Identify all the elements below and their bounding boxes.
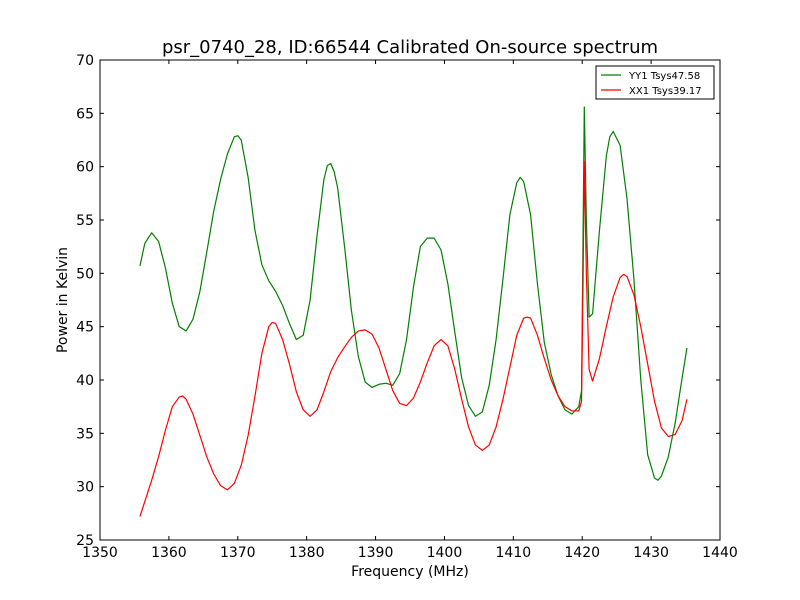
x-axis-label: Frequency (MHz) (351, 564, 469, 580)
x-tick-label: 1350 (82, 545, 118, 561)
y-axis-label: Power in Kelvin (55, 247, 71, 353)
ticks-layer: 1350 1360 1370 1380 1390 1400 1410 1420 1430 1440… (76, 53, 738, 561)
legend-box (595, 65, 715, 100)
x-tick-label: 1360 (151, 545, 187, 561)
y-tick-label: 30 (76, 480, 94, 496)
x-tick-label: 1380 (289, 545, 325, 561)
y-tick-label: 40 (76, 373, 94, 389)
legend: YY1 Tsys47.58 XX1 Tsys39.17 (595, 65, 715, 100)
legend-label-xx1: XX1 Tsys39.17 (629, 86, 702, 97)
plot-frame (99, 59, 721, 541)
x-tick-label: 1390 (358, 545, 394, 561)
y-tick-label: 65 (76, 106, 94, 122)
legend-label-yy1: YY1 Tsys47.58 (628, 71, 700, 82)
y-tick-label: 35 (76, 426, 94, 442)
series-layer (139, 106, 688, 517)
x-tick-label: 1410 (496, 545, 532, 561)
x-tick-label: 1440 (702, 545, 738, 561)
y-tick-label: 70 (76, 53, 94, 69)
series-line-yy1 (139, 106, 688, 481)
y-tick-label: 50 (76, 266, 94, 282)
x-tick-label: 1420 (564, 545, 600, 561)
y-tick-label: 45 (76, 320, 94, 336)
y-tick-label: 60 (76, 160, 94, 176)
y-tick-label: 25 (76, 533, 94, 549)
x-tick-label: 1370 (220, 545, 256, 561)
x-tick-label: 1430 (633, 545, 669, 561)
y-tick-label: 55 (76, 213, 94, 229)
series-line-xx1 (139, 160, 688, 517)
x-tick-label: 1400 (427, 545, 463, 561)
chart-title: psr_0740_28, ID:66544 Calibrated On-sour… (162, 37, 658, 58)
